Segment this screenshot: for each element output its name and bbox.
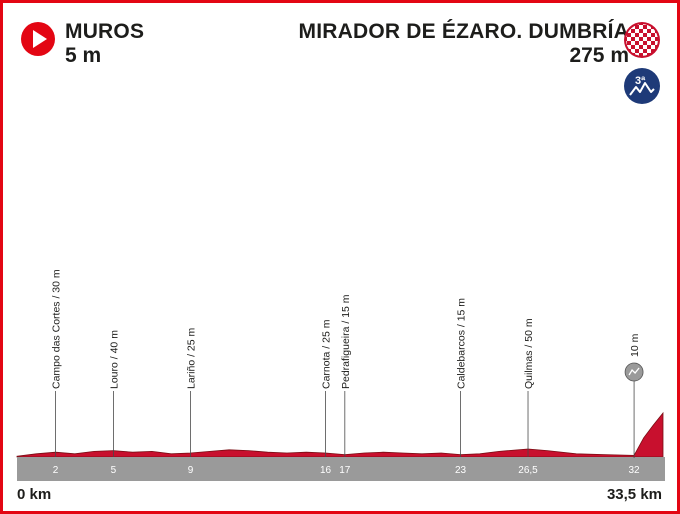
km-ticks: 2 5 9 16 17 23 26,5 32: [53, 465, 640, 476]
climb-badge: 3ª: [623, 67, 661, 110]
sprint-icon-glyph: [628, 367, 640, 376]
km-tick-label: 9: [188, 465, 194, 476]
waypoint-label: Pedrafigueira / 15 m: [340, 294, 352, 389]
km-tick-label: 16: [320, 465, 332, 476]
sprint-marker: 10 m: [624, 333, 644, 458]
start-name: MUROS: [65, 20, 145, 43]
waypoint-label: Campo das Cortes / 30 m: [51, 269, 63, 389]
finish-altitude: 275 m: [569, 44, 629, 67]
profile-chart: Campo das Cortes / 30 m Louro / 40 m Lariñ…: [16, 269, 665, 503]
waypoint-label: Lariño / 25 m: [186, 327, 198, 389]
start-altitude: 5 m: [65, 44, 102, 67]
finish-name: MIRADOR DE ÉZARO. DUMBRÍA: [298, 20, 629, 43]
km-tick-label: 23: [455, 465, 467, 476]
profile-elevation-area: [16, 411, 664, 458]
x-start-label: 0 km: [17, 486, 51, 503]
play-circle-icon: [21, 22, 55, 56]
km-tick-label: 5: [111, 465, 117, 476]
km-tick-label: 2: [53, 465, 59, 476]
mountain-climb-icon: 3ª: [624, 68, 660, 104]
road-bar: [17, 457, 665, 481]
start-icon: [20, 21, 56, 62]
waypoint-label: Louro / 40 m: [108, 330, 120, 389]
waypoint-label: Carnota / 25 m: [321, 319, 333, 389]
km-tick-label: 17: [339, 465, 351, 476]
climb-category: 3ª: [635, 75, 646, 87]
km-tick-label: 32: [629, 465, 641, 476]
km-tick-label: 26,5: [518, 465, 538, 476]
checkered-flag-icon: [624, 22, 660, 58]
waypoint-lines: Campo das Cortes / 30 m Louro / 40 m Lariñ…: [51, 269, 535, 458]
waypoint-label: Quilmas / 50 m: [523, 318, 535, 389]
finish-icon: [623, 21, 661, 64]
profile-area: [16, 411, 664, 458]
sprint-label: 10 m: [629, 333, 641, 357]
x-end-label: 33,5 km: [607, 486, 662, 503]
waypoint-label: Caldebarcos / 15 m: [456, 298, 468, 389]
